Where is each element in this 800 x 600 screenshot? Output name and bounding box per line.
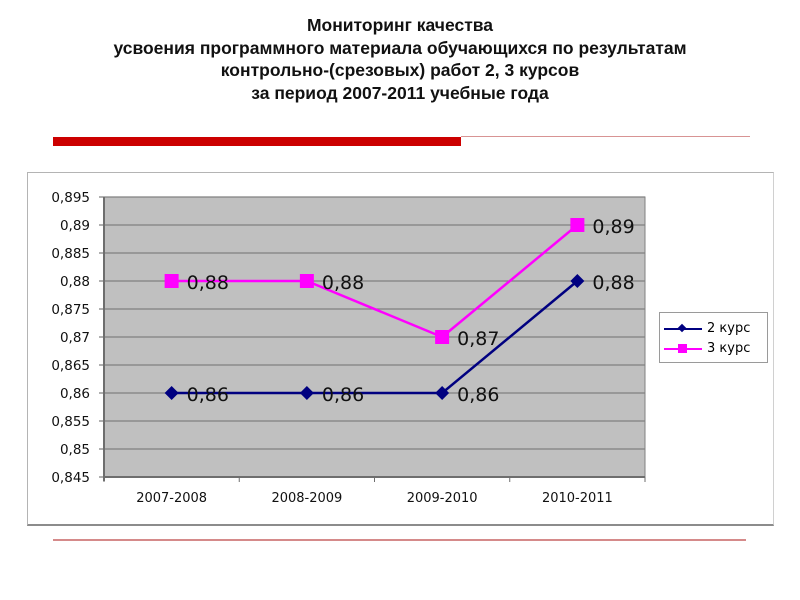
- legend-item-2-kurs: 2 курс: [660, 319, 767, 339]
- y-tick-label: 0,86: [60, 386, 90, 402]
- diamond-marker-icon: [164, 386, 179, 400]
- y-tick-label: 0,89: [60, 218, 90, 234]
- title-line-2: усвоения программного материала обучающи…: [113, 37, 687, 58]
- y-tick-label: 0,895: [51, 190, 90, 206]
- diamond-marker-icon: [299, 386, 314, 400]
- data-label: 0,89: [592, 216, 634, 238]
- y-tick-label: 0,845: [51, 470, 90, 486]
- y-tick-label: 0,855: [51, 414, 90, 430]
- accent-line-bottom: [53, 539, 746, 541]
- y-tick-label: 0,885: [51, 246, 90, 262]
- series-lines: 0,86 0,86 0,86 0,88 0,88 0,88 0,87 0,89: [164, 216, 635, 406]
- diamond-marker-icon: [435, 386, 450, 400]
- series-2-kurs: 0,86 0,86 0,86 0,88: [164, 272, 635, 406]
- legend-label-3-kurs: 3 курс: [707, 341, 751, 356]
- x-tick-label: 2007-2008: [136, 491, 207, 506]
- data-label: 0,88: [187, 272, 229, 294]
- square-marker-icon: [678, 344, 687, 353]
- y-tick-label: 0,87: [60, 330, 90, 346]
- title-line-3: контрольно-(срезовых) работ 2, 3 курсов: [220, 60, 580, 80]
- data-label: 0,87: [457, 328, 499, 350]
- title-line-4: за период 2007-2011 учебные года: [251, 82, 549, 103]
- square-marker-icon: [570, 218, 585, 232]
- data-label: 0,88: [592, 272, 634, 294]
- data-label: 0,88: [322, 272, 364, 294]
- x-tick-label: 2008-2009: [271, 491, 342, 506]
- series-line: [171, 224, 579, 339]
- title-line-1: Мониторинг качества: [306, 15, 494, 35]
- square-marker-icon: [435, 330, 450, 344]
- y-tick-label: 0,88: [60, 274, 90, 290]
- diamond-marker-icon: [570, 274, 585, 288]
- data-label: 0,86: [187, 384, 229, 406]
- series-3-kurs: 0,88 0,88 0,87 0,89: [164, 216, 635, 350]
- legend-label-2-kurs: 2 курс: [707, 321, 751, 336]
- x-tick-label: 2010-2011: [542, 491, 613, 506]
- y-tick-label: 0,875: [51, 302, 90, 318]
- y-tick-label: 0,865: [51, 358, 90, 374]
- data-label: 0,86: [322, 384, 364, 406]
- y-tick-label: 0,85: [60, 442, 90, 458]
- legend-item-3-kurs: 3 курс: [660, 339, 767, 359]
- slide-title: Мониторинг качества усвоения программног…: [0, 14, 800, 104]
- x-axis-tick-labels: 2007-2008 2008-2009 2009-2010 2010-2011: [136, 491, 613, 506]
- square-marker-icon: [164, 274, 179, 288]
- chart-legend: 2 курс 3 курс: [659, 312, 768, 363]
- data-label: 0,86: [457, 384, 499, 406]
- axes: [103, 197, 646, 482]
- diamond-marker-icon: [677, 323, 687, 333]
- series-line: [171, 280, 579, 395]
- accent-bar-thick: [53, 137, 461, 146]
- accent-line-top: [461, 136, 750, 137]
- y-axis-tick-labels: 0,895 0,89 0,885 0,88 0,875 0,87 0,865 0,86 0,85…: [51, 190, 90, 486]
- square-marker-icon: [299, 274, 314, 288]
- x-tick-label: 2009-2010: [407, 491, 478, 506]
